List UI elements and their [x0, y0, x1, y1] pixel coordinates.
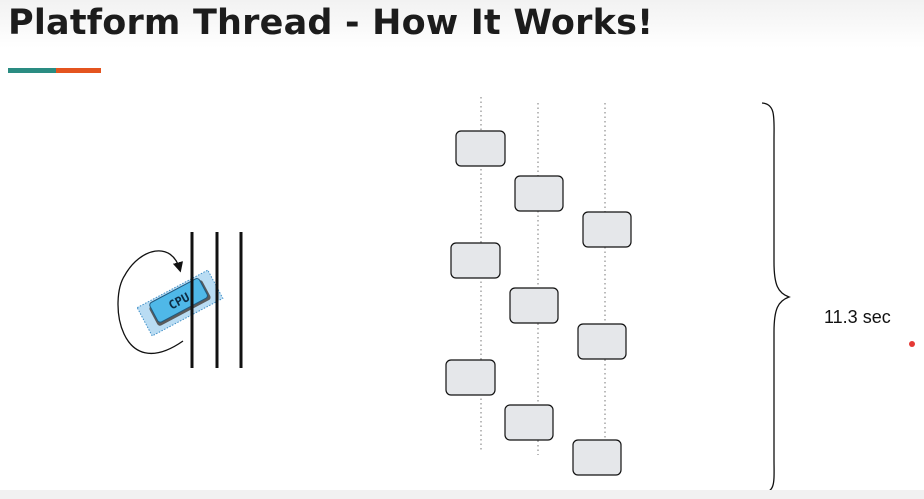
- circular-arrow-icon: [117, 250, 184, 355]
- platform-thread-lines: [190, 232, 243, 368]
- title-underline-teal: [8, 68, 56, 73]
- task-block: [577, 323, 627, 360]
- page-title: Platform Thread - How It Works!: [8, 3, 654, 43]
- duration-label: 11.3 sec: [824, 307, 891, 327]
- task-block: [455, 130, 506, 167]
- laser-pointer-dot: [909, 341, 915, 347]
- task-block: [582, 211, 632, 248]
- task-block: [514, 175, 564, 212]
- task-block: [445, 359, 496, 396]
- header-band: [0, 0, 924, 48]
- title-underline-orange: [56, 68, 101, 73]
- task-block: [572, 439, 622, 476]
- task-block: [450, 242, 501, 279]
- curly-brace-icon: [761, 102, 791, 494]
- cpu-chip-icon: CPU: [136, 269, 224, 337]
- task-blocks: [445, 130, 632, 476]
- task-block: [509, 287, 559, 324]
- footer-band: [0, 490, 924, 499]
- task-block: [504, 404, 554, 441]
